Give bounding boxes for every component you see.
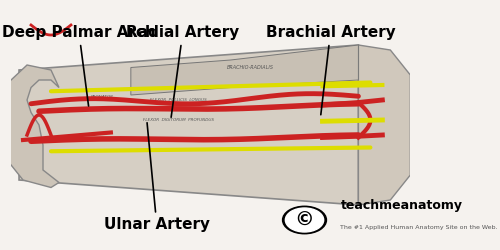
Text: FLEXOR  POLLICIS  LONGUS: FLEXOR POLLICIS LONGUS <box>150 98 207 102</box>
Polygon shape <box>358 45 410 205</box>
Text: BRACHIALIS: BRACHIALIS <box>90 138 116 142</box>
Text: ©: © <box>294 210 314 230</box>
Text: BRACHIO-RADIALIS: BRACHIO-RADIALIS <box>227 65 274 70</box>
Text: teachmeanatomy: teachmeanatomy <box>340 198 462 211</box>
Text: Deep Palmar Arch: Deep Palmar Arch <box>2 25 156 106</box>
Circle shape <box>286 208 324 232</box>
Polygon shape <box>19 45 358 205</box>
Polygon shape <box>3 65 59 188</box>
Text: Radial Artery: Radial Artery <box>126 25 240 117</box>
Text: PRONATOR: PRONATOR <box>92 96 114 100</box>
Polygon shape <box>131 45 358 95</box>
Circle shape <box>282 206 327 234</box>
Text: Brachial Artery: Brachial Artery <box>266 25 396 115</box>
Text: FLEXOR  DIGITORUM  PROFUNDUS: FLEXOR DIGITORUM PROFUNDUS <box>143 118 214 122</box>
Text: The #1 Applied Human Anatomy Site on the Web.: The #1 Applied Human Anatomy Site on the… <box>340 225 498 230</box>
Text: Ulnar Artery: Ulnar Artery <box>104 123 210 232</box>
